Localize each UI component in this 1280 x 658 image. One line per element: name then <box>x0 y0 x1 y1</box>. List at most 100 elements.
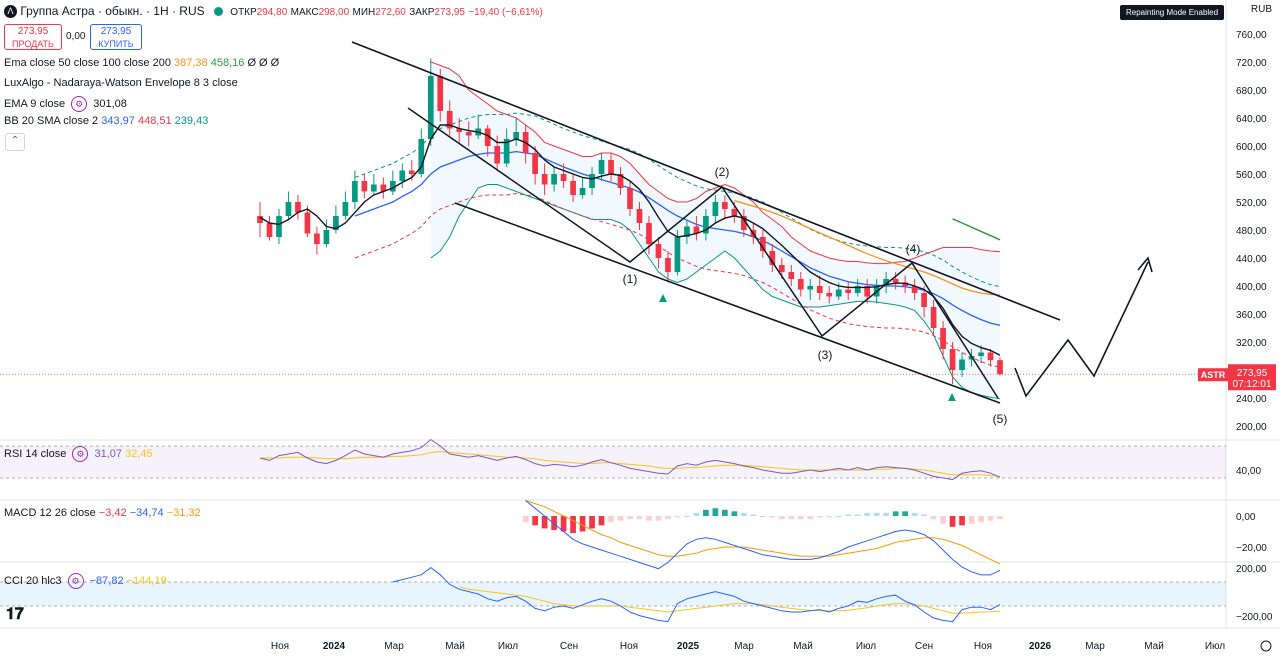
gear-icon[interactable]: ⚙ <box>72 446 89 462</box>
legend-ema-multi-v1: 387,38 <box>174 57 208 69</box>
macd-histogram-bar <box>778 516 785 520</box>
legend-nw[interactable]: LuxAlgo - Nadaraya-Watson Envelope 8 3 c… <box>4 77 238 89</box>
macd-histogram-bar <box>560 516 567 532</box>
candle-body <box>826 293 833 297</box>
candle-body <box>617 174 624 188</box>
buy-button[interactable]: 273,95 КУПИТЬ <box>90 24 142 50</box>
candle-body <box>399 170 406 181</box>
wave-label: (4) <box>906 242 921 256</box>
macd-histogram-bar <box>788 516 795 520</box>
candle-body <box>940 328 946 349</box>
macd-histogram-bar <box>750 514 757 516</box>
macd-line <box>525 500 1001 576</box>
elliott-wave-path <box>407 107 999 399</box>
macd-histogram-bar <box>759 516 766 517</box>
symbol-header[interactable]: Λ Группа Астра · обыкн. · 1Н · RUS ОТКР2… <box>4 4 543 19</box>
cci-y-tick: −200,00 <box>1236 612 1273 623</box>
repaint-badge: Repainting Mode Enabled <box>1120 5 1225 20</box>
candle-body <box>627 188 633 209</box>
projection-arrow-icon <box>1137 256 1153 273</box>
candle-body <box>465 132 472 136</box>
rsi-line <box>259 438 1001 481</box>
macd-signal-line <box>525 500 1001 565</box>
collapse-legend-chevron-up-icon[interactable]: ⌃ <box>5 133 25 151</box>
macd-histogram-bar <box>826 516 833 518</box>
macd-histogram-bar <box>987 516 994 521</box>
candle-body <box>446 111 453 129</box>
candle-body <box>693 226 700 234</box>
candle-body <box>437 76 444 111</box>
macd-histogram-bar <box>769 516 776 518</box>
ema100-line <box>734 199 1001 296</box>
candle-body <box>864 286 871 297</box>
sell-button[interactable]: 273,95 ПРОДАТЬ <box>4 24 62 50</box>
signal-triangle-icon <box>659 294 667 302</box>
cci-y-tick: 200,00 <box>1236 564 1267 575</box>
ema200-line <box>952 218 1001 241</box>
macd-histogram-bar <box>674 516 681 518</box>
macd-histogram-bar <box>627 516 633 520</box>
candle-body <box>911 286 918 293</box>
x-tick-label: Мар <box>1085 641 1105 652</box>
candle-body <box>380 184 387 192</box>
candle-body <box>503 139 510 164</box>
candle-body <box>854 286 861 293</box>
x-tick-label: Июл <box>1205 641 1225 652</box>
legend-cci[interactable]: CCI 20 hlc3 ⚙ −87,82 −144,19 <box>4 573 167 589</box>
macd-histogram-bar <box>997 516 1003 520</box>
legend-bb-v2: 448,51 <box>137 115 172 127</box>
signal-triangle-icon <box>948 393 956 401</box>
candle-body <box>997 360 1003 375</box>
legend-bb-v3: 239,43 <box>174 115 209 127</box>
candle-body <box>579 188 586 195</box>
candle-body <box>333 216 339 230</box>
market-status-dot <box>213 7 223 17</box>
macd-histogram-bar <box>712 508 719 516</box>
currency-selector[interactable]: RUB <box>1250 4 1272 15</box>
candle-body <box>778 265 785 272</box>
legend-ema9[interactable]: EMA 9 close ⚙ 301,08 <box>4 96 127 112</box>
ohlc-low-value: 272,60 <box>375 7 406 18</box>
y-tick-label: 480,00 <box>1236 226 1267 237</box>
legend-macd[interactable]: MACD 12 26 close −3,42 −34,74 −31,32 <box>4 507 201 519</box>
legend-rsi[interactable]: RSI 14 close ⚙ 31,07 32,45 <box>4 446 153 462</box>
macd-histogram-bar <box>722 509 728 516</box>
macd-y-tick: 0,00 <box>1236 512 1256 523</box>
macd-histogram-bar <box>655 516 662 521</box>
candle-body <box>636 209 643 223</box>
ohlc-high-label: МАКС <box>290 7 319 18</box>
macd-histogram-bar <box>816 516 823 518</box>
y-tick-label: 680,00 <box>1236 86 1267 97</box>
candle-body <box>323 230 330 244</box>
candle-body <box>816 286 823 293</box>
legend-macd-label: MACD 12 26 close <box>4 507 96 519</box>
macd-histogram-bar <box>646 516 652 521</box>
legend-ema9-value: 301,08 <box>93 97 127 110</box>
legend-cci-label: CCI 20 hlc3 <box>4 574 62 587</box>
macd-histogram-bar <box>589 516 595 529</box>
macd-histogram-bar <box>598 516 605 526</box>
candle-body <box>589 174 595 188</box>
candle-body <box>551 174 557 185</box>
legend-macd-v3: −31,32 <box>166 507 201 519</box>
gear-icon[interactable]: ⚙ <box>71 96 88 112</box>
y-tick-label: 560,00 <box>1236 170 1267 181</box>
legend-bb-v1: 343,97 <box>101 115 135 127</box>
wave-label: (1) <box>623 272 638 286</box>
tradingview-logo-icon: 𝟏𝟕 <box>6 606 24 623</box>
gear-icon[interactable]: ⚙ <box>67 573 84 589</box>
spread-value: 0,00 <box>66 31 86 42</box>
ohlc-close-value: 273,95 <box>434 7 465 18</box>
nw-upper-line <box>354 112 1001 288</box>
legend-bb[interactable]: BB 20 SMA close 2 343,97 448,51 239,43 <box>4 115 208 127</box>
channel-lower-line <box>454 202 1001 404</box>
ohlc-low-label: МИН <box>352 7 376 18</box>
x-tick-label: Май <box>1144 641 1164 652</box>
legend-ema-multi[interactable]: Ema close 50 close 100 close 200 387,38 … <box>4 57 279 69</box>
candle-body <box>712 202 719 216</box>
macd-histogram-bar <box>854 514 861 516</box>
candle-body <box>646 223 652 244</box>
macd-histogram-bar <box>731 511 738 516</box>
macd-histogram-bar <box>940 516 946 524</box>
